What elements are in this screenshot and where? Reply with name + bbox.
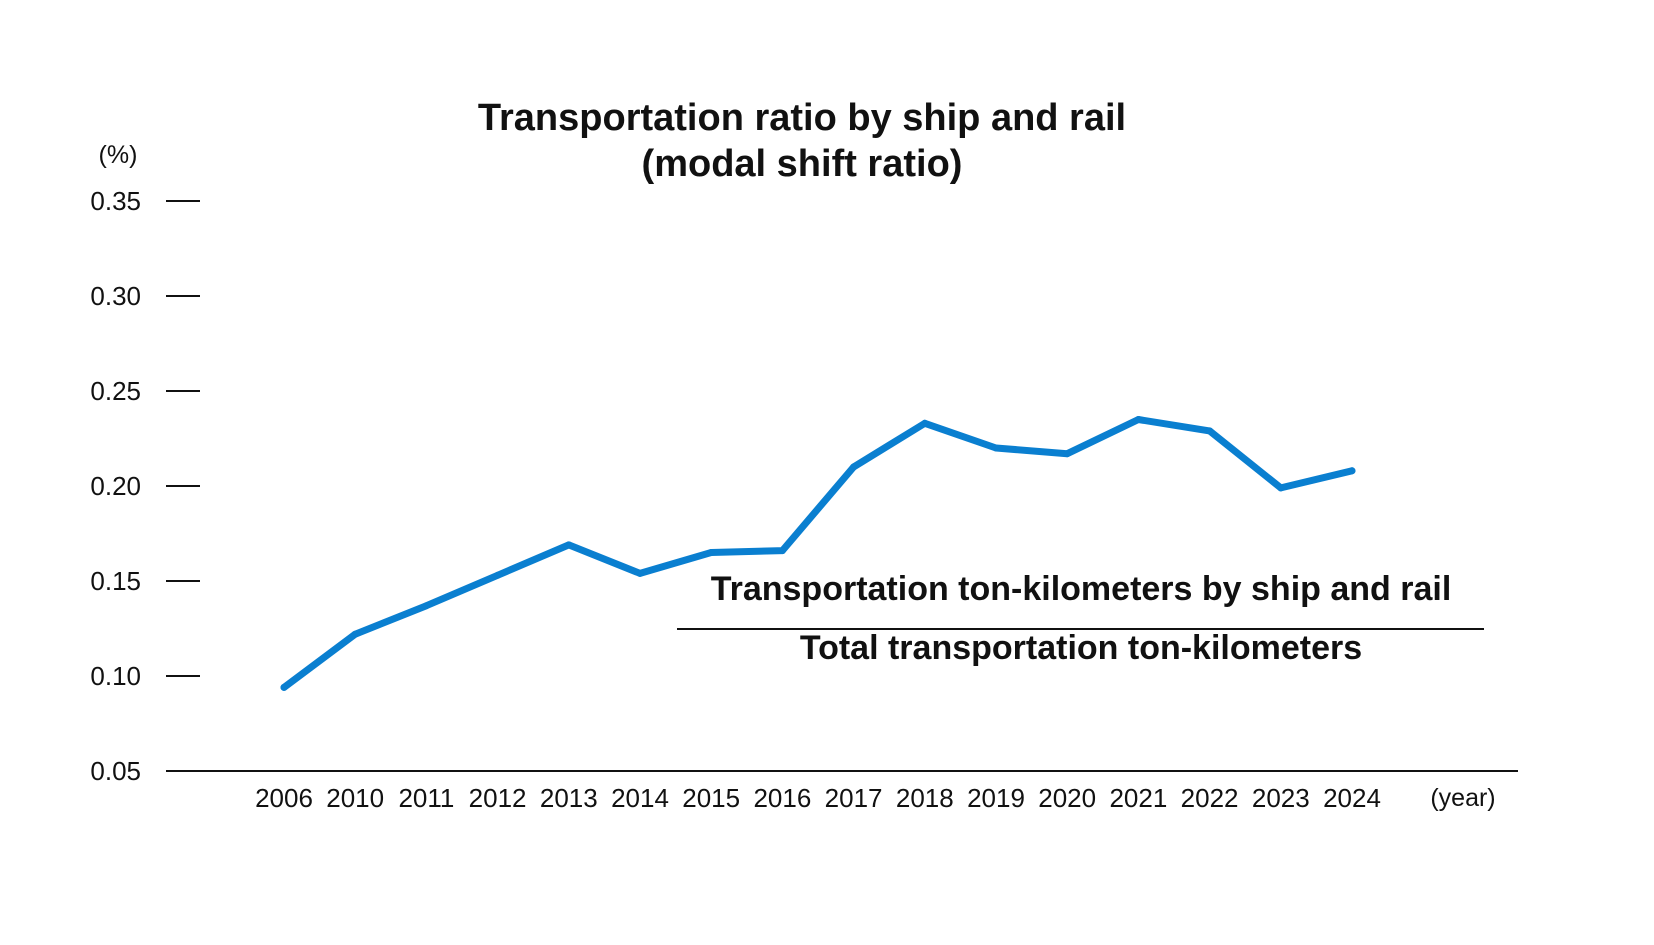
data-point (921, 419, 929, 427)
data-point (280, 683, 288, 691)
data-point (351, 630, 359, 638)
x-tick-label: 2020 (1038, 783, 1096, 813)
x-tick-label: 2018 (896, 783, 954, 813)
x-tick-label: 2006 (255, 783, 313, 813)
data-point (636, 569, 644, 577)
y-tick-label: 0.25 (90, 376, 141, 406)
x-tick-label: 2014 (611, 783, 669, 813)
data-point (850, 463, 858, 471)
series-group (280, 416, 1356, 691)
ratio-formula: Transportation ton-kilometers by ship an… (677, 570, 1484, 667)
x-tick-label: 2024 (1323, 783, 1381, 813)
data-point (1348, 467, 1356, 475)
data-point (1277, 484, 1285, 492)
data-point (1134, 416, 1142, 423)
y-tick-label: 0.30 (90, 281, 141, 311)
data-point (422, 602, 430, 610)
x-tick-label: 2017 (825, 783, 883, 813)
x-tick-label: 2022 (1181, 783, 1239, 813)
data-point (565, 541, 573, 549)
y-tick-label: 0.20 (90, 471, 141, 501)
y-axis: 0.35 0.30 0.25 0.20 0.15 0.10 0.05 (90, 186, 200, 786)
formula-denominator: Total transportation ton-kilometers (800, 629, 1362, 667)
x-tick-label: 2010 (326, 783, 384, 813)
y-axis-unit: (%) (99, 141, 138, 169)
x-axis-labels: 2006 2010 2011 2012 2013 2014 2015 2016 2017 2018… (255, 783, 1381, 813)
formula-numerator: Transportation ton-kilometers by ship an… (711, 570, 1452, 608)
y-tick-label: 0.35 (90, 186, 141, 216)
x-tick-label: 2013 (540, 783, 598, 813)
x-axis-unit: (year) (1430, 784, 1495, 812)
y-tick-label: 0.05 (90, 756, 141, 786)
data-point (778, 547, 786, 555)
data-point (707, 549, 715, 556)
chart-title-line-2: (modal shift ratio) (642, 143, 963, 185)
data-point (1206, 427, 1214, 435)
data-point (992, 444, 1000, 452)
data-point (494, 571, 502, 579)
chart-title-line-1: Transportation ratio by ship and rail (478, 97, 1126, 139)
x-tick-label: 2023 (1252, 783, 1310, 813)
y-tick-label: 0.10 (90, 661, 141, 691)
series-line (280, 416, 1356, 691)
y-tick-label: 0.15 (90, 566, 141, 596)
x-tick-label: 2019 (967, 783, 1025, 813)
data-point (1063, 450, 1071, 458)
x-tick-label: 2012 (469, 783, 527, 813)
x-tick-label: 2015 (682, 783, 740, 813)
x-tick-label: 2011 (398, 783, 454, 813)
x-tick-label: 2021 (1109, 783, 1167, 813)
x-tick-label: 2016 (753, 783, 811, 813)
